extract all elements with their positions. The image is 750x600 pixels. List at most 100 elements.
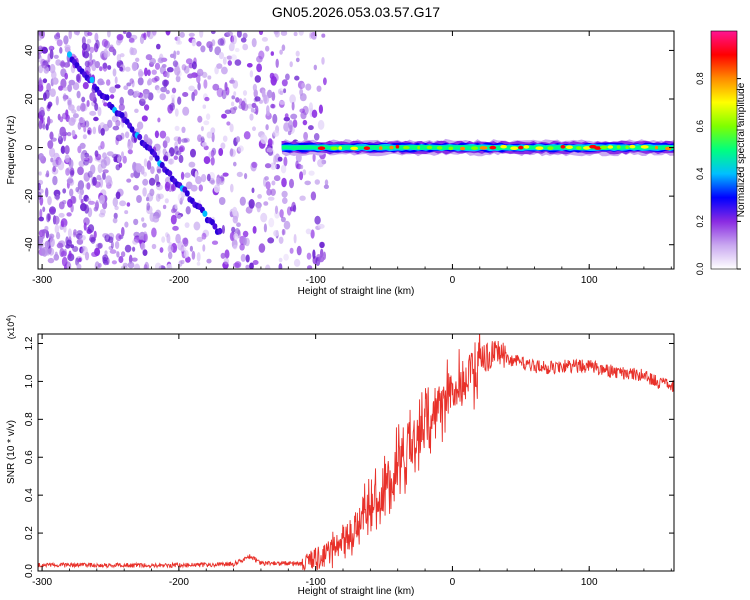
noise-blob xyxy=(69,188,74,197)
drift-point xyxy=(119,112,125,119)
noise-blob xyxy=(312,153,316,162)
noise-blob xyxy=(82,134,87,140)
noise-blob xyxy=(283,220,291,230)
noise-blob xyxy=(289,94,296,104)
noise-blob xyxy=(41,246,48,257)
noise-blob xyxy=(249,113,254,121)
noise-blob xyxy=(38,64,44,74)
noise-blob xyxy=(53,54,59,59)
noise-blob xyxy=(42,78,48,84)
noise-blob xyxy=(47,116,51,126)
noise-blob xyxy=(201,232,207,240)
noise-blob xyxy=(274,31,280,38)
noise-blob xyxy=(47,257,55,264)
noise-blob xyxy=(89,110,97,116)
noise-blob xyxy=(151,243,157,250)
snr-x-label: Height of straight line (km) xyxy=(298,586,415,597)
noise-blob xyxy=(220,252,226,259)
noise-blob xyxy=(77,188,81,194)
noise-blob xyxy=(176,150,182,156)
noise-blob xyxy=(159,93,166,101)
noise-blob xyxy=(52,77,59,85)
noise-blob xyxy=(165,31,171,36)
noise-blob xyxy=(106,79,111,86)
noise-blob xyxy=(125,66,131,72)
noise-blob xyxy=(265,45,270,52)
snr-y-label: SNR (10 * v/v) xyxy=(6,420,17,484)
noise-blob xyxy=(237,145,244,152)
noise-blob xyxy=(256,55,263,63)
noise-blob xyxy=(234,47,240,53)
noise-blob xyxy=(180,171,185,180)
noise-blob xyxy=(102,254,109,262)
noise-blob xyxy=(79,246,84,254)
noise-blob xyxy=(87,59,94,66)
noise-blob xyxy=(106,233,110,240)
noise-blob xyxy=(58,201,65,210)
y-tick-label: 0 xyxy=(24,144,35,150)
noise-blob xyxy=(324,179,329,186)
noise-blob xyxy=(188,85,195,92)
x-tick-label: -200 xyxy=(169,275,189,286)
noise-blob xyxy=(151,69,157,75)
noise-blob xyxy=(143,32,147,41)
noise-blob xyxy=(131,257,138,262)
noise-blob xyxy=(128,37,135,43)
x-tick-label: 100 xyxy=(581,275,598,286)
noise-blob xyxy=(196,252,201,262)
noise-blob xyxy=(267,196,275,201)
noise-blob xyxy=(172,60,178,67)
noise-blob xyxy=(106,151,114,157)
noise-blob xyxy=(151,77,158,83)
noise-blob xyxy=(218,148,224,156)
noise-blob xyxy=(307,265,313,269)
noise-blob xyxy=(147,79,151,86)
noise-blob xyxy=(320,248,324,258)
carrier-peak xyxy=(629,144,636,149)
carrier-peak xyxy=(518,145,524,150)
noise-blob xyxy=(197,115,203,123)
noise-blob xyxy=(127,140,133,150)
noise-blob xyxy=(171,208,177,214)
noise-blob xyxy=(221,66,228,75)
carrier-peak xyxy=(363,146,371,150)
noise-blob xyxy=(60,78,67,89)
noise-blob xyxy=(292,204,297,213)
noise-blob xyxy=(289,247,294,254)
spectrogram-frame xyxy=(37,30,675,270)
drift-point xyxy=(212,223,218,230)
noise-blob xyxy=(280,164,287,174)
noise-blob xyxy=(109,94,115,99)
noise-blob xyxy=(157,57,164,64)
noise-blob xyxy=(126,202,131,207)
noise-blob xyxy=(105,175,112,186)
noise-blob xyxy=(272,113,278,124)
carrier-peak xyxy=(523,145,530,149)
noise-blob xyxy=(178,154,184,164)
noise-blob xyxy=(41,62,48,69)
y-tick-label: 0.4 xyxy=(24,488,35,502)
noise-blob xyxy=(120,251,126,258)
noise-blob xyxy=(155,193,161,202)
noise-blob xyxy=(221,89,227,100)
noise-blob xyxy=(176,214,182,219)
noise-blob xyxy=(143,264,148,269)
noise-blob xyxy=(60,250,67,257)
noise-blob xyxy=(132,239,139,245)
noise-blob xyxy=(76,90,81,99)
noise-blob xyxy=(295,57,300,63)
noise-blob xyxy=(102,152,107,160)
noise-blob xyxy=(177,136,182,145)
noise-blob xyxy=(76,105,81,112)
noise-blob xyxy=(143,134,149,143)
noise-blob xyxy=(90,164,96,175)
noise-blob xyxy=(83,51,90,59)
noise-blob xyxy=(78,193,83,201)
noise-blob xyxy=(281,228,285,236)
colorbar-tick-label: 0.2 xyxy=(695,215,705,228)
y-tick-label: 0.6 xyxy=(24,450,35,464)
noise-blob xyxy=(67,84,73,93)
noise-blob xyxy=(107,119,113,128)
noise-blob xyxy=(298,31,304,36)
noise-blob xyxy=(191,38,196,47)
